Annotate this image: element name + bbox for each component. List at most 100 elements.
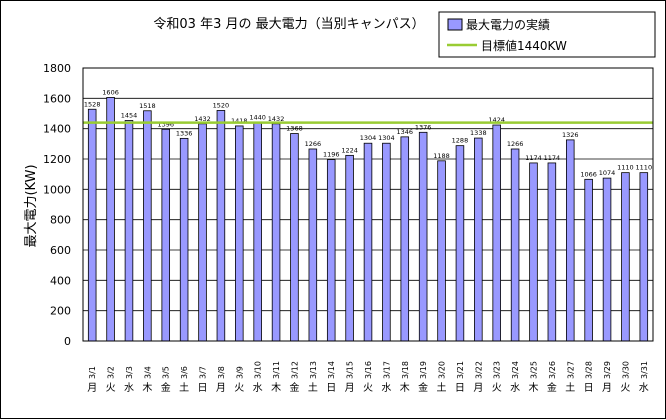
data-label: 1288 [452, 137, 469, 145]
y-tick-label: 1200 [43, 153, 71, 166]
weekday-label: 月 [345, 382, 355, 394]
bar-3/19 [418, 131, 428, 342]
data-label: 1432 [268, 115, 285, 123]
x-tick-label: 3/7 [199, 366, 208, 379]
y-tick-label: 1800 [43, 62, 71, 75]
data-label: 1224 [341, 146, 358, 154]
bar-3/27 [565, 139, 575, 342]
x-tick-label: 3/31 [640, 361, 649, 379]
x-tick-label: 3/19 [419, 361, 428, 379]
bar-3/15 [345, 154, 354, 342]
data-label: 1440 [249, 114, 266, 122]
data-label: 1424 [488, 116, 505, 124]
bar-3/8 [216, 110, 226, 342]
data-label: 1520 [213, 101, 230, 109]
bar-3/11 [271, 123, 281, 342]
x-tick-label: 3/17 [382, 361, 391, 379]
weekday-label: 水 [510, 382, 520, 394]
weekday-label: 月 [87, 382, 97, 394]
bar-3/6 [179, 137, 189, 342]
y-tick-label: 1000 [43, 183, 71, 196]
y-tick-label: 200 [50, 305, 71, 318]
legend-line-label: 目標値1440KW [481, 38, 567, 53]
bars [87, 97, 649, 342]
bar-3/23 [492, 124, 501, 342]
data-label: 1110 [636, 164, 653, 172]
bar-3/13 [308, 148, 318, 342]
weekday-label: 水 [253, 382, 263, 394]
x-tick-label: 3/21 [456, 361, 465, 379]
weekday-label: 火 [234, 382, 244, 394]
bar-3/16 [363, 142, 373, 342]
x-tick-label: 3/20 [438, 361, 447, 379]
weekday-label: 水 [381, 382, 391, 394]
data-label: 1066 [580, 170, 597, 178]
bar-3/26 [547, 162, 557, 342]
weekday-label: 金 [547, 381, 557, 394]
weekday-label: 月 [473, 382, 483, 394]
data-label: 1336 [176, 129, 193, 137]
data-label: 1368 [286, 125, 303, 133]
weekday-label: 日 [326, 383, 336, 394]
x-tick-label: 3/13 [309, 361, 318, 379]
bar-3/25 [529, 162, 538, 342]
y-tick-label: 400 [50, 274, 71, 287]
bar-3/30 [621, 172, 630, 342]
legend-bar-swatch [447, 18, 463, 31]
plot-area [82, 67, 654, 342]
weekday-label: 土 [179, 381, 189, 394]
weekday-label: 土 [308, 381, 318, 394]
x-tick-label: 3/4 [143, 366, 152, 379]
bar-3/24 [510, 148, 520, 342]
data-label: 1196 [323, 151, 340, 159]
data-label: 1304 [360, 134, 377, 142]
x-axis-labels: 3/1 月 3/2 火 3/3 水 3/4 木 3/5 金 3/6 土 3/7 日 3/8 月 3/9 火 3/10… [87, 361, 649, 394]
x-tick-label: 3/5 [162, 366, 171, 379]
x-tick-label: 3/14 [327, 361, 336, 379]
x-tick-label: 3/6 [180, 366, 189, 379]
x-tick-label: 3/28 [585, 361, 594, 379]
bar-3/31 [639, 172, 649, 342]
weekday-label: 木 [528, 382, 538, 394]
y-tick-label: 1600 [43, 92, 71, 105]
data-label: 1304 [378, 134, 395, 142]
x-tick-label: 3/1 [88, 366, 97, 379]
bar-3/1 [87, 108, 97, 342]
x-tick-label: 3/8 [217, 366, 226, 379]
data-label: 1346 [397, 128, 414, 136]
x-tick-label: 3/11 [272, 361, 281, 379]
data-label: 1266 [507, 140, 524, 148]
x-tick-label: 3/9 [235, 366, 244, 379]
x-tick-label: 3/22 [474, 361, 483, 379]
bar-3/7 [198, 123, 207, 342]
weekday-label: 火 [106, 382, 116, 394]
legend-box [438, 11, 656, 58]
x-tick-label: 3/26 [548, 361, 557, 379]
x-tick-label: 3/10 [254, 361, 263, 379]
x-tick-label: 3/2 [107, 366, 116, 379]
bar-3/29 [602, 177, 612, 342]
data-label: 1074 [599, 169, 616, 177]
y-axis-title: 最大電力(KW) [24, 164, 39, 247]
y-axis-ticks: 0 200 400 600 800 1000 1200 1400 1600 1800 [43, 62, 71, 348]
x-tick-label: 3/23 [493, 361, 502, 379]
weekday-label: 木 [400, 382, 410, 394]
weekday-label: 木 [142, 382, 152, 394]
legend-bar-label: 最大電力の実績 [466, 17, 550, 32]
weekday-label: 日 [455, 383, 465, 394]
data-label: 1396 [157, 120, 174, 128]
weekday-label: 月 [602, 382, 612, 394]
data-label: 1606 [102, 88, 119, 96]
bar-3/4 [143, 110, 152, 342]
bar-3/3 [124, 120, 134, 342]
chart-title: 令和03 年3 月の 最大電力（当別キャンパス） [153, 17, 424, 32]
weekday-label: 火 [492, 382, 502, 394]
bar-3/10 [253, 122, 262, 342]
data-label: 1376 [415, 123, 432, 131]
bar-3/18 [400, 136, 410, 342]
weekday-label: 金 [289, 381, 299, 394]
data-label: 1188 [433, 152, 450, 160]
